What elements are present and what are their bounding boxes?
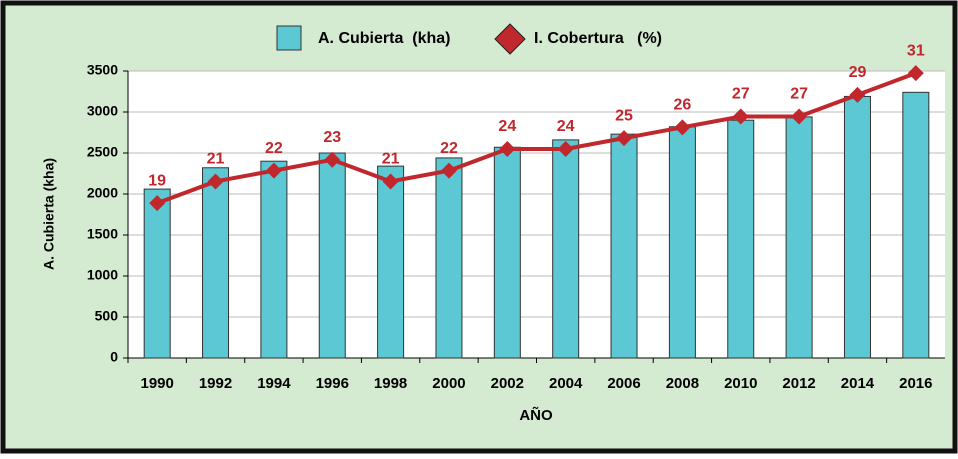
plot-area xyxy=(128,71,945,358)
marker xyxy=(674,119,691,136)
bar xyxy=(668,126,696,359)
marker xyxy=(265,162,282,179)
marker xyxy=(382,173,399,190)
x-tick-label: 1996 xyxy=(316,375,349,392)
y-tick-label: 1500 xyxy=(87,226,118,242)
y-axis-label: A. Cubierta (kha) xyxy=(41,158,57,270)
marker xyxy=(499,140,516,157)
data-label: 23 xyxy=(323,129,341,146)
marker xyxy=(207,173,224,190)
marker xyxy=(907,65,924,82)
data-label: 27 xyxy=(732,86,750,103)
data-label: 22 xyxy=(265,140,283,157)
legend-swatch xyxy=(494,23,526,55)
data-label: 29 xyxy=(849,64,867,81)
x-tick-label: 2006 xyxy=(607,375,640,392)
bar xyxy=(202,167,230,359)
data-label: 26 xyxy=(673,97,691,114)
bar xyxy=(318,152,346,359)
y-tick-label: 3500 xyxy=(87,62,118,78)
bar xyxy=(143,188,171,359)
marker xyxy=(149,195,166,212)
y-tick-label: 3000 xyxy=(87,103,118,119)
legend-label: A. Cubierta (kha) xyxy=(318,30,450,47)
y-tick-label: 2000 xyxy=(87,185,118,201)
bar xyxy=(610,133,638,359)
x-tick-label: 2016 xyxy=(899,375,932,392)
bar xyxy=(377,165,405,359)
marker xyxy=(440,162,457,179)
data-label: 24 xyxy=(557,118,575,135)
y-tick-label: 0 xyxy=(110,349,118,365)
marker xyxy=(791,108,808,125)
bar xyxy=(902,91,930,359)
y-tick-label: 500 xyxy=(95,308,119,324)
x-tick-label: 1994 xyxy=(257,375,291,392)
data-label: 25 xyxy=(615,107,633,124)
x-tick-label: 2012 xyxy=(782,375,815,392)
x-axis-label: AÑO xyxy=(519,406,553,424)
bar xyxy=(435,157,463,359)
marker xyxy=(557,140,574,157)
x-tick-label: 2004 xyxy=(549,375,583,392)
bar xyxy=(785,116,813,359)
bar xyxy=(843,95,871,359)
bar xyxy=(493,146,521,359)
bar xyxy=(727,119,755,359)
data-label: 21 xyxy=(207,151,225,168)
x-tick-label: 2014 xyxy=(841,375,875,392)
legend-label: I. Cobertura (%) xyxy=(534,30,662,47)
data-label: 27 xyxy=(790,86,808,103)
marker xyxy=(732,108,749,125)
marker xyxy=(849,86,866,103)
y-tick-label: 1000 xyxy=(87,267,118,283)
marker xyxy=(324,151,341,168)
data-label: 22 xyxy=(440,140,458,157)
line xyxy=(156,71,917,206)
bar xyxy=(260,160,288,359)
x-tick-label: 2000 xyxy=(432,375,465,392)
data-label: 31 xyxy=(907,42,925,59)
data-label: 24 xyxy=(498,118,516,135)
x-tick-label: 2008 xyxy=(666,375,699,392)
bar xyxy=(552,139,580,359)
x-tick-label: 2010 xyxy=(724,375,757,392)
x-tick-label: 2002 xyxy=(491,375,524,392)
data-label: 19 xyxy=(148,172,166,189)
marker xyxy=(616,130,633,147)
x-tick-label: 1990 xyxy=(140,375,173,392)
data-label: 21 xyxy=(382,151,400,168)
legend-swatch xyxy=(276,25,302,51)
x-tick-label: 1998 xyxy=(374,375,407,392)
y-tick-label: 2500 xyxy=(87,144,118,160)
x-tick-label: 1992 xyxy=(199,375,232,392)
